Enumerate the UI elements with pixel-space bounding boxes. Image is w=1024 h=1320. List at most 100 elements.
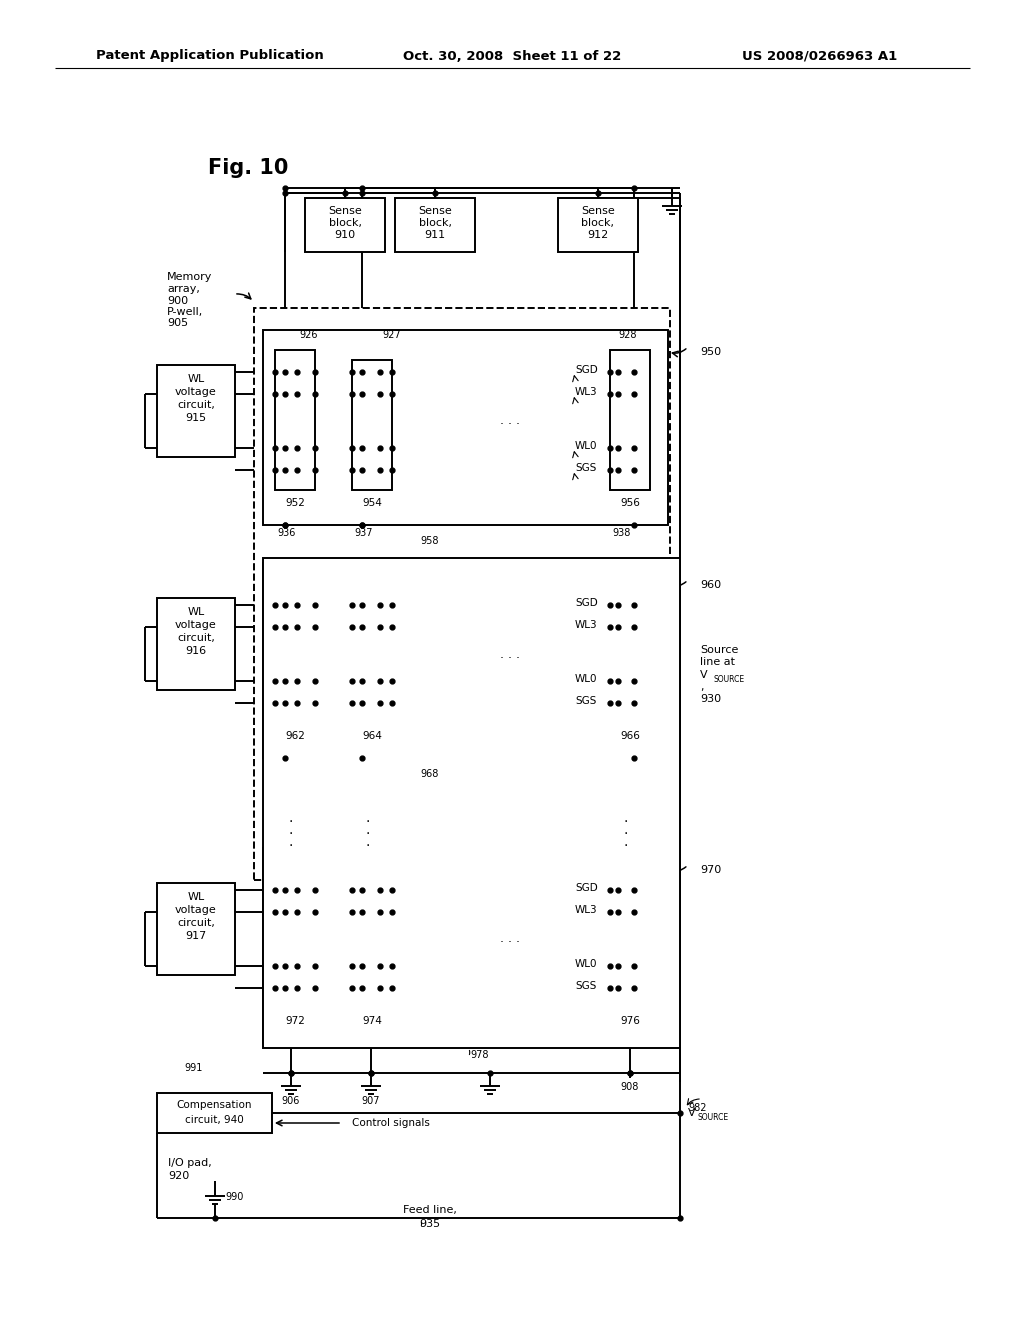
Text: SOURCE: SOURCE bbox=[713, 675, 744, 684]
Bar bbox=[254, 308, 670, 880]
Text: .: . bbox=[624, 836, 628, 849]
Bar bbox=[263, 330, 668, 525]
Text: WL: WL bbox=[187, 892, 205, 902]
Text: . . .: . . . bbox=[500, 414, 520, 428]
Text: Source: Source bbox=[700, 645, 738, 655]
Text: 956: 956 bbox=[621, 498, 640, 508]
Text: .: . bbox=[366, 822, 371, 837]
Text: circuit,: circuit, bbox=[177, 917, 215, 928]
Text: SGS: SGS bbox=[575, 696, 596, 706]
Text: 930: 930 bbox=[700, 694, 721, 704]
Text: 926: 926 bbox=[299, 330, 317, 341]
Text: 972: 972 bbox=[285, 1016, 305, 1026]
Text: SGS: SGS bbox=[575, 463, 596, 473]
Text: SGD: SGD bbox=[575, 883, 598, 894]
Text: Memory: Memory bbox=[167, 272, 212, 282]
Text: block,: block, bbox=[582, 218, 614, 228]
Text: 962: 962 bbox=[285, 731, 305, 741]
Text: .: . bbox=[624, 810, 628, 825]
Text: 954: 954 bbox=[362, 498, 382, 508]
Text: 970: 970 bbox=[700, 865, 721, 875]
Text: .: . bbox=[289, 822, 293, 837]
Text: . . .: . . . bbox=[500, 932, 520, 945]
Text: circuit, 940: circuit, 940 bbox=[185, 1115, 244, 1125]
Bar bbox=[610, 583, 650, 723]
Text: Sense: Sense bbox=[418, 206, 452, 216]
Text: 927: 927 bbox=[382, 330, 400, 341]
Text: 952: 952 bbox=[285, 498, 305, 508]
Text: .: . bbox=[366, 810, 371, 825]
Bar bbox=[610, 869, 650, 1008]
Text: 960: 960 bbox=[700, 579, 721, 590]
Bar bbox=[263, 558, 680, 1048]
Text: 912: 912 bbox=[588, 230, 608, 240]
Text: 928: 928 bbox=[618, 330, 637, 341]
Text: WL3: WL3 bbox=[575, 620, 598, 630]
Text: WL3: WL3 bbox=[575, 906, 598, 915]
Text: SOURCE: SOURCE bbox=[697, 1113, 728, 1122]
Text: 968: 968 bbox=[420, 770, 438, 779]
Text: 978: 978 bbox=[470, 1049, 488, 1060]
Text: Feed line,: Feed line, bbox=[403, 1205, 457, 1214]
Text: SGS: SGS bbox=[575, 981, 596, 991]
Text: V: V bbox=[700, 671, 708, 680]
Bar bbox=[157, 366, 234, 457]
Text: .: . bbox=[289, 810, 293, 825]
Text: line at: line at bbox=[700, 657, 735, 667]
Text: P-well,: P-well, bbox=[167, 308, 203, 317]
Text: 938: 938 bbox=[612, 528, 631, 539]
Text: 935: 935 bbox=[420, 1218, 440, 1229]
Bar bbox=[157, 883, 234, 975]
Bar bbox=[352, 878, 392, 1008]
Text: .: . bbox=[366, 836, 371, 849]
Text: circuit,: circuit, bbox=[177, 400, 215, 411]
Text: 991: 991 bbox=[184, 1063, 203, 1073]
Text: 976: 976 bbox=[621, 1016, 640, 1026]
Text: US 2008/0266963 A1: US 2008/0266963 A1 bbox=[742, 49, 898, 62]
Bar bbox=[263, 847, 668, 1043]
Text: WL0: WL0 bbox=[575, 960, 597, 969]
Bar bbox=[275, 583, 315, 723]
Bar bbox=[352, 593, 392, 723]
Text: 937: 937 bbox=[354, 528, 373, 539]
Text: 990: 990 bbox=[225, 1192, 244, 1203]
Text: block,: block, bbox=[419, 218, 452, 228]
Text: V: V bbox=[688, 1107, 695, 1118]
Text: WL0: WL0 bbox=[575, 441, 597, 451]
Text: 906: 906 bbox=[282, 1096, 300, 1106]
Text: 950: 950 bbox=[700, 347, 721, 356]
Text: 916: 916 bbox=[185, 645, 207, 656]
Text: . . .: . . . bbox=[500, 648, 520, 660]
Bar bbox=[610, 350, 650, 490]
Text: Sense: Sense bbox=[328, 206, 361, 216]
Text: Control signals: Control signals bbox=[352, 1118, 430, 1129]
Text: .: . bbox=[289, 836, 293, 849]
Text: Oct. 30, 2008  Sheet 11 of 22: Oct. 30, 2008 Sheet 11 of 22 bbox=[402, 49, 622, 62]
Bar bbox=[275, 869, 315, 1008]
Text: SGD: SGD bbox=[575, 598, 598, 609]
Text: 982: 982 bbox=[688, 1104, 707, 1113]
Text: .: . bbox=[624, 822, 628, 837]
Text: block,: block, bbox=[329, 218, 361, 228]
Text: SGD: SGD bbox=[575, 366, 598, 375]
Text: Compensation: Compensation bbox=[177, 1100, 252, 1110]
Text: 966: 966 bbox=[621, 731, 640, 741]
Text: I/O pad,: I/O pad, bbox=[168, 1158, 212, 1168]
Text: Fig. 10: Fig. 10 bbox=[208, 158, 289, 178]
Text: 907: 907 bbox=[361, 1096, 380, 1106]
Text: 900: 900 bbox=[167, 296, 188, 306]
Text: voltage: voltage bbox=[175, 906, 217, 915]
Text: 974: 974 bbox=[362, 1016, 382, 1026]
Text: WL: WL bbox=[187, 374, 205, 384]
Text: 908: 908 bbox=[621, 1082, 639, 1092]
Text: array,: array, bbox=[167, 284, 200, 294]
Text: ,: , bbox=[700, 682, 703, 692]
Bar bbox=[263, 564, 668, 758]
Text: circuit,: circuit, bbox=[177, 634, 215, 643]
Bar bbox=[305, 198, 385, 252]
Text: voltage: voltage bbox=[175, 620, 217, 630]
Text: 911: 911 bbox=[424, 230, 445, 240]
Text: 920: 920 bbox=[168, 1171, 189, 1181]
Text: 964: 964 bbox=[362, 731, 382, 741]
Text: Patent Application Publication: Patent Application Publication bbox=[96, 49, 324, 62]
